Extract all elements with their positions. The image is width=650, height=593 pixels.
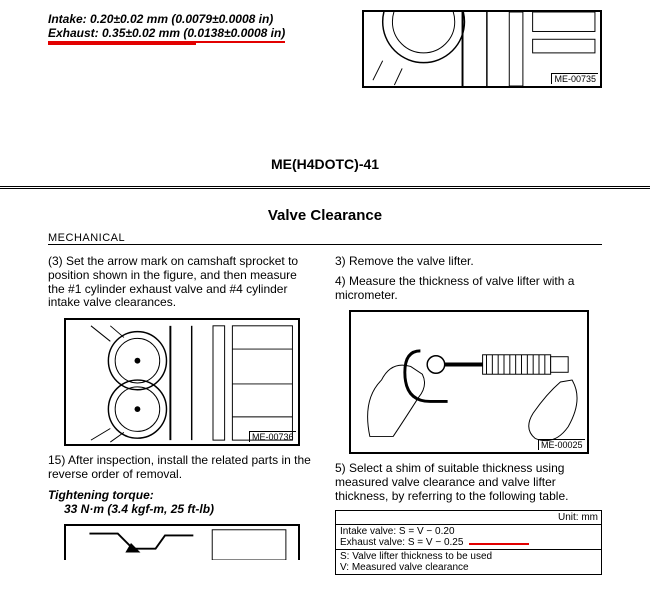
exhaust-formula: Exhaust valve: S = V − 0.25 — [340, 537, 463, 548]
section-title: Valve Clearance — [48, 207, 602, 224]
figure-right-label: ME-00025 — [538, 439, 585, 450]
left-step-3: (3) Set the arrow mark on camshaft sproc… — [48, 255, 315, 310]
intake-formula: Intake valve: S = V − 0.20 — [340, 526, 529, 537]
mechanical-label: MECHANICAL — [48, 232, 602, 245]
right-step-5: 5) Select a shim of suitable thickness u… — [335, 462, 602, 503]
torque-block: Tightening torque: 33 N·m (3.4 kgf-m, 25… — [48, 488, 315, 516]
exhaust-spec: Exhaust: 0.35±0.02 mm (0.0138±0.0008 in) — [48, 26, 285, 43]
figure-top-label: ME-00735 — [551, 73, 598, 84]
shim-table: Unit: mm Intake valve: S = V − 0.20 Exha… — [335, 510, 602, 575]
legend-s: S: Valve lifter thickness to be used — [340, 551, 492, 562]
left-step-15: 15) After inspection, install the relate… — [48, 454, 315, 482]
figure-left-bottom — [64, 524, 300, 560]
torque-label: Tightening torque: — [48, 488, 315, 502]
red-highlight-inline — [469, 543, 529, 545]
page-code: ME(H4DOTC)-41 — [48, 156, 602, 172]
micrometer-illustration — [351, 312, 587, 452]
right-step-4: 4) Measure the thickness of valve lifter… — [335, 275, 602, 303]
legend-v: V: Measured valve clearance — [340, 562, 492, 573]
double-rule — [0, 186, 650, 189]
torque-value: 33 N·m (3.4 kgf-m, 25 ft-lb) — [48, 502, 315, 516]
left-column: (3) Set the arrow mark on camshaft sproc… — [48, 255, 315, 575]
clearance-spec-block: Intake: 0.20±0.02 mm (0.0079±0.0008 in) … — [48, 10, 285, 45]
dual-sprocket-illustration — [66, 320, 298, 444]
figure-top: ME-00735 — [362, 10, 602, 88]
figure-left: ME-00736 — [64, 318, 300, 446]
right-column: 3) Remove the valve lifter. 4) Measure t… — [335, 255, 602, 575]
red-highlight-bar — [48, 43, 196, 45]
bottom-cut-illustration — [66, 526, 298, 560]
intake-spec: Intake: 0.20±0.02 mm (0.0079±0.0008 in) — [48, 12, 285, 26]
unit-header: Unit: mm — [336, 511, 601, 525]
figure-right: ME-00025 — [349, 310, 589, 454]
figure-left-label: ME-00736 — [249, 431, 296, 442]
right-step-3: 3) Remove the valve lifter. — [335, 255, 602, 269]
